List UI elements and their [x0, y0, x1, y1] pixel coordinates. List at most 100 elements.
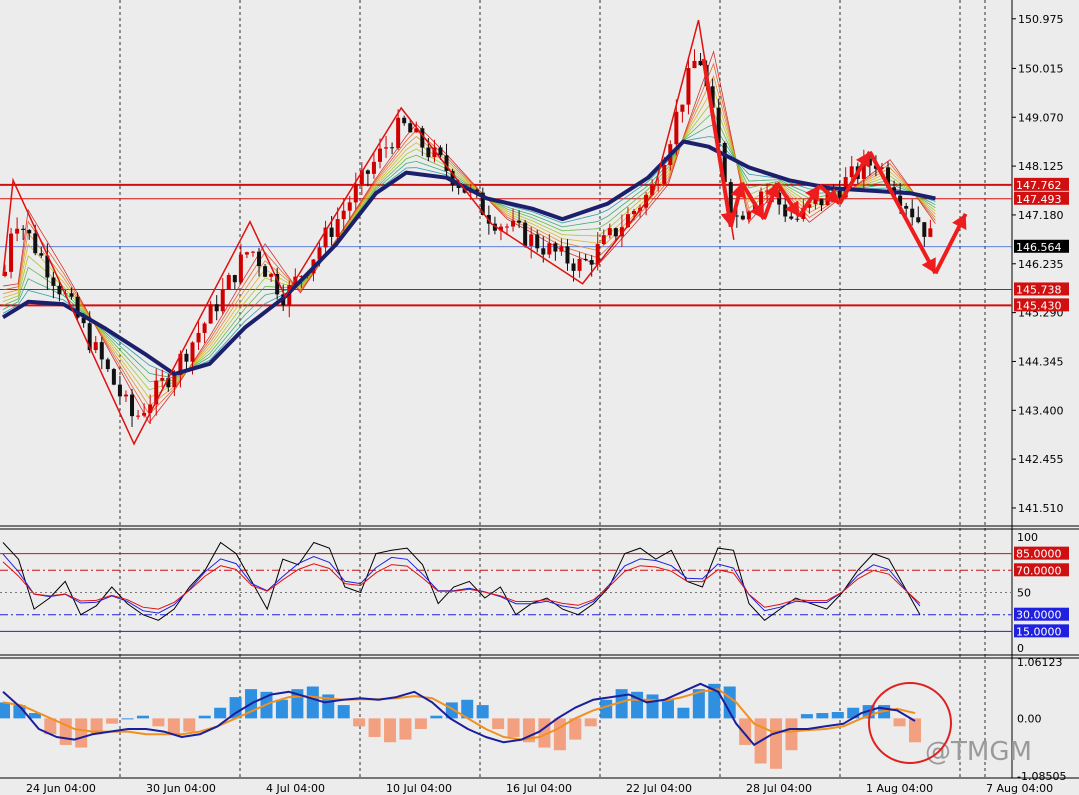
candle-body [849, 166, 854, 178]
candle-body [166, 378, 171, 388]
candle-body [202, 323, 207, 333]
candle-body [275, 273, 280, 295]
candle-body [765, 190, 770, 192]
macd-histogram-bar [198, 715, 211, 719]
candle-body [837, 190, 842, 198]
macd-pane: 1.06123 0.00 -1.08505 [0, 656, 1066, 783]
ribbon-ma [2, 124, 936, 379]
candle-body [238, 254, 243, 283]
time-label: 10 Jul 04:00 [386, 782, 452, 795]
candle-body [492, 223, 497, 231]
candle-body [783, 204, 788, 217]
candle-body [559, 246, 564, 252]
macd-histogram-bar [461, 699, 474, 719]
candle-body [625, 214, 630, 228]
candle-body [922, 222, 927, 237]
candle-body [601, 235, 606, 245]
macd-histogram-bar [214, 707, 227, 719]
candle-body [263, 266, 268, 277]
candle-body [607, 228, 612, 236]
stoch-level-tag-bg [1014, 546, 1069, 560]
zigzag-line [2, 19, 735, 446]
candle-body [39, 253, 44, 256]
macd-histogram-bar [646, 694, 659, 719]
level-tag-label: 147.493 [1016, 193, 1062, 206]
macd-histogram-bar [337, 705, 350, 719]
candle-body [335, 219, 340, 237]
macd-histogram-bar [847, 707, 860, 719]
candle-body [656, 183, 661, 186]
candle-body [498, 226, 503, 231]
stoch-level-tag-label: 15.0000 [1016, 625, 1062, 638]
wave-arrow-head [823, 188, 840, 204]
macd-tick-label: 0.00 [1017, 712, 1042, 725]
macd-histogram-bar [306, 686, 319, 719]
macd-histogram-bar [121, 718, 134, 720]
candle-body [619, 227, 624, 237]
wave-arrow-head [921, 257, 936, 274]
wave-arrow-head [749, 202, 765, 220]
stoch-level-tag-label: 85.0000 [1016, 548, 1062, 561]
candle-body [257, 251, 262, 267]
candle-body [444, 155, 449, 171]
candle-body [535, 234, 540, 249]
candle-body [728, 182, 733, 216]
wave-arrow-shaft [868, 150, 938, 275]
macd-histogram-bar [430, 715, 443, 719]
candle-body [226, 275, 231, 290]
candle-body [867, 158, 872, 166]
candle-body [69, 293, 74, 297]
price-levels [0, 183, 1012, 307]
candle-body [795, 218, 800, 220]
candle-body [505, 226, 509, 228]
macd-tick-label: -1.08505 [1017, 770, 1066, 783]
candle-body [722, 142, 727, 183]
candle-body [650, 185, 655, 195]
candle-body [172, 375, 177, 388]
candle-body [523, 222, 528, 246]
candle-body [359, 170, 364, 185]
candle-body [565, 246, 570, 264]
price-tick-label: 149.070 [1018, 111, 1064, 124]
macd-histogram-bar [414, 718, 427, 729]
macd-histogram-bar [353, 718, 366, 727]
stoch-level-tag-bg [1014, 607, 1069, 621]
time-label: 28 Jul 04:00 [746, 782, 812, 795]
candle-body [686, 68, 691, 105]
candle-body [789, 216, 794, 219]
candle-body [329, 227, 334, 237]
candle-body [571, 263, 576, 271]
candle-body [196, 332, 201, 343]
macd-histogram-bar [0, 702, 10, 719]
candle-body [45, 255, 50, 278]
macd-line [2, 682, 916, 746]
candle-body [432, 147, 437, 158]
candle-body [450, 170, 455, 186]
candle-body [916, 217, 921, 223]
stoch-main-line [2, 541, 921, 621]
price-tick-label: 147.180 [1018, 209, 1064, 222]
time-label: 22 Jul 04:00 [626, 782, 692, 795]
candle-body [220, 289, 225, 312]
macd-histogram-bar [44, 718, 57, 735]
stochastic-pane: 100 50 0 85.0000 70.0000 30.0000 15.0000 [0, 531, 1069, 655]
time-label: 24 Jun 04:00 [26, 782, 96, 795]
candle-body [710, 86, 715, 108]
highlight-circle [868, 682, 952, 764]
candle-body [148, 404, 153, 413]
price-tick-label: 150.015 [1018, 62, 1064, 75]
macd-histogram-bar [831, 711, 844, 719]
macd-histogram-bar [569, 718, 582, 740]
price-tick-label: 141.510 [1018, 502, 1064, 515]
time-axis: 24 Jun 04:00 30 Jun 04:00 4 Jul 04:00 10 Ju… [26, 782, 1053, 795]
price-tick-label: 150.975 [1018, 13, 1064, 26]
candle-body [879, 167, 884, 169]
candle-body [632, 210, 637, 215]
candle-body [244, 252, 249, 255]
candle-body [232, 275, 237, 283]
stoch-level-tag-bg [1014, 563, 1069, 577]
candle-body [208, 304, 213, 324]
price-axis: 150.975 150.015 149.070 148.125 147.180 146.2… [1012, 13, 1064, 515]
macd-histogram-bar [800, 714, 813, 719]
